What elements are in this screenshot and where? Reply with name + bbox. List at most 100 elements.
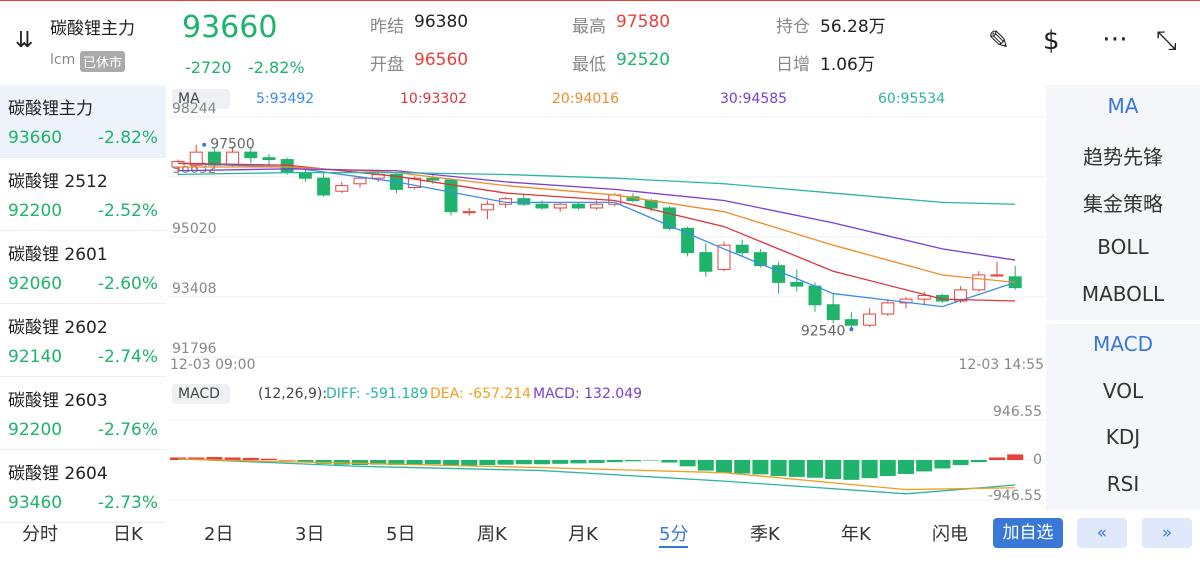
candle-body — [353, 177, 367, 185]
candle-body — [844, 319, 858, 326]
indicator[interactable]: 趋势先锋 — [1083, 145, 1163, 169]
tab[interactable]: 日K — [113, 524, 143, 545]
button[interactable]: « — [1077, 518, 1127, 548]
macd-bar — [970, 460, 987, 463]
tab[interactable]: 季K — [750, 524, 780, 545]
legend-button[interactable] — [172, 89, 230, 109]
sidebar-item[interactable] — [0, 85, 166, 158]
candle-body — [244, 151, 258, 159]
contract-price: 93460 — [8, 493, 63, 513]
contract-name: 碳酸锂主力 — [8, 99, 93, 119]
tab[interactable]: 周K — [477, 524, 507, 545]
annotation-label: 97500 — [210, 137, 255, 153]
tab[interactable]: 2日 — [204, 524, 234, 545]
macd-bar — [898, 460, 914, 474]
macd-bar — [534, 460, 550, 465]
macd-bar — [734, 460, 751, 474]
tab[interactable]: 闪电 — [932, 524, 968, 545]
stat-value: 96380 — [414, 12, 469, 32]
macd-bar — [242, 457, 259, 460]
macd-bar — [206, 457, 223, 460]
sub-indicator[interactable]: RSI — [1106, 471, 1140, 496]
macd-bar — [788, 460, 805, 477]
draw-icon[interactable]: ✎ — [988, 26, 1010, 56]
sidebar-item[interactable] — [0, 231, 166, 304]
change: -2720 — [185, 58, 232, 77]
stat-label: 最高 — [572, 17, 606, 37]
tab[interactable]: 分时 — [22, 524, 58, 545]
tab[interactable]: 月K — [568, 524, 598, 545]
sub-indicator[interactable]: KDJ — [1105, 425, 1141, 449]
currency-icon[interactable]: $ — [1043, 26, 1060, 56]
macd-bar — [406, 460, 423, 465]
legend-entry: DEA: -657.214 — [430, 386, 531, 402]
candle-body — [808, 285, 822, 306]
stat-label: 日增 — [776, 55, 810, 75]
candle-body — [972, 274, 986, 291]
macd-bar — [807, 460, 823, 478]
contract-pct: -2.82% — [97, 128, 158, 148]
candle-body — [863, 313, 877, 326]
tab[interactable]: 3日 — [295, 524, 325, 545]
y-tick-label: 93408 — [172, 281, 217, 297]
sub-indicator[interactable]: VOL — [1102, 378, 1144, 403]
sub-indicator[interactable]: MACD — [1093, 332, 1153, 356]
contract-name: 碳酸锂 2603 — [8, 391, 108, 411]
candle-body — [590, 203, 604, 209]
candle-body — [462, 211, 476, 214]
macd-bar — [515, 460, 532, 465]
y-tick-label: 91796 — [172, 341, 217, 357]
legend-params: (12,26,9): — [258, 386, 327, 402]
sidebar-item[interactable] — [0, 158, 166, 231]
tab[interactable]: 年K — [841, 524, 871, 545]
indicator[interactable]: MA — [1107, 94, 1139, 118]
macd-bar — [352, 460, 368, 466]
macd-bar — [261, 458, 277, 460]
legend-entry: 30:94585 — [720, 91, 787, 107]
candle-body — [517, 198, 531, 205]
macd-bar — [952, 460, 969, 466]
stat-label: 昨结 — [370, 17, 404, 37]
macd-bar — [716, 460, 732, 473]
more-icon[interactable]: ⋯ — [1102, 24, 1128, 54]
line — [177, 162, 1016, 302]
macd-bar — [424, 460, 441, 465]
candle-body — [917, 294, 931, 300]
sidebar-item[interactable] — [0, 304, 166, 377]
top-border — [0, 0, 1200, 1]
line — [177, 168, 1016, 261]
tab[interactable]: 5日 — [386, 524, 416, 545]
macd-bar — [643, 460, 660, 461]
legend-button[interactable] — [172, 384, 230, 404]
button[interactable]: » — [1142, 518, 1192, 548]
macd-bar — [570, 460, 587, 464]
macd-bar — [916, 460, 933, 472]
button[interactable]: 加自选 — [993, 518, 1063, 548]
macd-bar — [934, 460, 951, 469]
macd-bar — [224, 457, 241, 460]
sidebar-item[interactable] — [0, 450, 166, 523]
legend-entry: 20:94016 — [552, 91, 619, 107]
stat-value: 96560 — [414, 50, 469, 70]
macd-bar — [297, 460, 314, 463]
tab[interactable]: 5分 — [659, 520, 689, 548]
macd-bar — [279, 460, 296, 461]
y-tick-label: 95020 — [172, 221, 217, 237]
line — [177, 458, 1016, 495]
right-panel — [1046, 85, 1200, 510]
candle-body — [444, 179, 458, 213]
sidebar-item[interactable] — [0, 377, 166, 450]
macd-bar — [588, 460, 605, 463]
contract-pct: -2.73% — [97, 493, 158, 513]
indicator[interactable]: BOLL — [1097, 235, 1149, 259]
indicator[interactable]: 集金策略 — [1083, 192, 1163, 216]
contract-pct: -2.60% — [97, 274, 158, 294]
collapse-icon[interactable]: ⤡ — [1156, 26, 1177, 56]
macd-bar — [625, 460, 641, 462]
menu-icon[interactable]: ⇊ — [15, 28, 34, 53]
stat-value: 97580 — [616, 12, 671, 32]
annotation-dot — [849, 327, 854, 332]
indicator[interactable]: MABOLL — [1081, 282, 1165, 306]
line — [177, 458, 1016, 491]
x-label: 12-03 09:00 — [170, 357, 255, 373]
